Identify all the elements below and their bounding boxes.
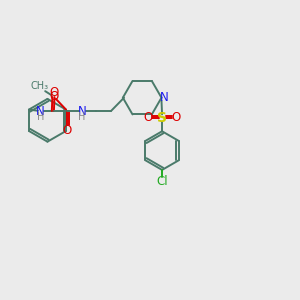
Text: N: N xyxy=(160,91,168,104)
Text: O: O xyxy=(63,124,72,137)
Text: H: H xyxy=(78,112,85,122)
Text: O: O xyxy=(171,111,180,124)
Text: Cl: Cl xyxy=(156,175,168,188)
Text: O: O xyxy=(50,85,59,98)
Text: O: O xyxy=(49,90,58,103)
Text: O: O xyxy=(144,111,153,124)
Text: N: N xyxy=(77,105,86,118)
Text: S: S xyxy=(157,111,167,125)
Text: N: N xyxy=(36,105,45,118)
Text: CH₃: CH₃ xyxy=(31,81,49,91)
Text: H: H xyxy=(37,112,44,122)
